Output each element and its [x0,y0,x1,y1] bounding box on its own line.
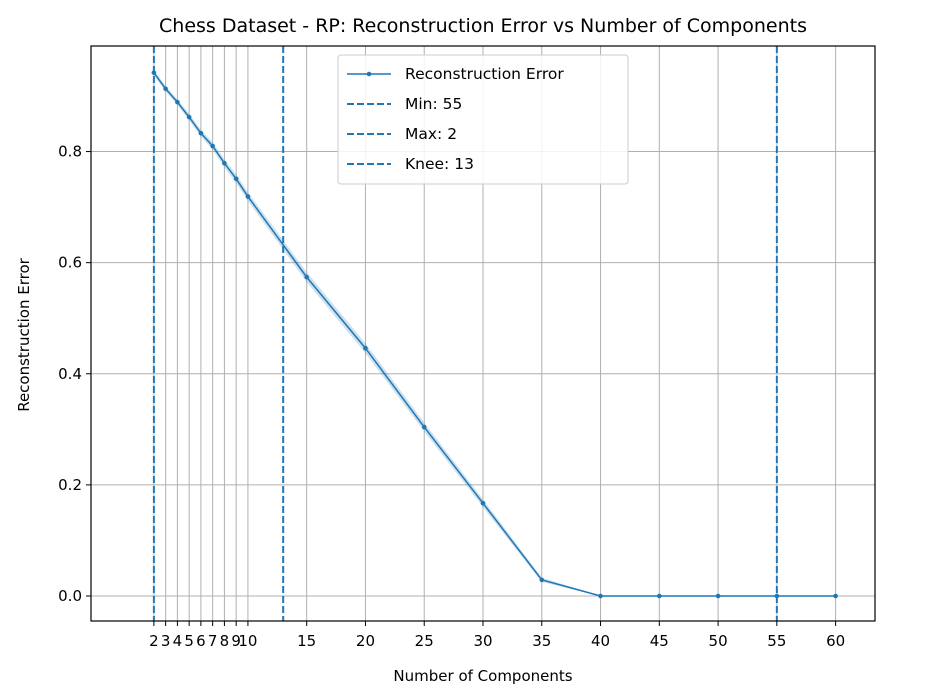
x-tick-label-40: 40 [591,632,610,650]
legend-label-vline-13: Knee: 13 [405,155,474,173]
data-point-35 [539,577,545,583]
x-tick-label-7: 7 [208,632,218,650]
legend-label-vline-55: Min: 55 [405,95,462,113]
x-tick-label-20: 20 [356,632,375,650]
x-tick-label-2: 2 [149,632,159,650]
legend-box [337,54,629,185]
data-point-20 [363,345,368,351]
x-tick-label-30: 30 [473,632,492,650]
x-tick-label-55: 55 [767,632,786,650]
x-tick-label-45: 45 [650,632,669,650]
data-point-8 [222,160,227,166]
y-tick-label-4: 0.8 [58,143,82,161]
x-tick-label-10: 10 [238,632,257,650]
data-point-25 [421,424,427,430]
data-point-7 [210,143,215,149]
y-tick-label-2: 0.4 [58,365,82,383]
x-tick-label-25: 25 [415,632,434,650]
x-tick-label-8: 8 [220,632,230,650]
data-point-30 [480,500,486,506]
data-point-40 [598,593,603,599]
data-point-4 [175,99,180,105]
legend-label-vline-2: Max: 2 [405,125,457,143]
data-point-60 [833,593,838,599]
data-point-10 [245,194,251,199]
y-tick-label-1: 0.2 [58,476,82,494]
data-point-50 [715,593,721,599]
vertical-lines [152,46,778,621]
x-tick-label-35: 35 [532,632,551,650]
legend-handle-marker [366,71,372,77]
y-tick-label-3: 0.6 [58,254,82,272]
chart-title: Chess Dataset - RP: Reconstruction Error… [159,15,807,37]
y-tick-label-0: 0.0 [58,587,82,605]
legend: Reconstruction Error Min: 55 Max: 2 Knee: 1… [337,54,629,185]
data-point-45 [657,593,662,599]
x-axis-label: Number of Components [393,667,572,685]
data-point-2 [151,70,157,75]
x-axis-ticks: 2 3 4 5 6 7 8 910 15 20 25 30 35 40 45 50 55 60 [149,621,845,650]
data-point-3 [163,86,168,92]
x-tick-label-5: 5 [184,632,194,650]
legend-label-reconstruction-error: Reconstruction Error [405,65,564,83]
x-tick-label-9: 9 [231,632,241,650]
data-point-9 [233,176,239,182]
data-point-5 [186,114,192,120]
series-reconstruction-error [151,70,838,599]
x-tick-label-3: 3 [161,632,171,650]
x-tick-label-15: 15 [297,632,316,650]
x-tick-label-4: 4 [173,632,183,650]
data-point-6 [198,130,204,136]
x-tick-label-60: 60 [826,632,845,650]
data-point-15 [304,274,309,280]
x-tick-label-50: 50 [709,632,728,650]
y-axis-label: Reconstruction Error [15,257,33,411]
x-tick-label-6: 6 [196,632,206,650]
y-axis-ticks: 0.0 0.2 0.4 0.6 0.8 [58,143,91,605]
data-point-55 [774,593,780,599]
